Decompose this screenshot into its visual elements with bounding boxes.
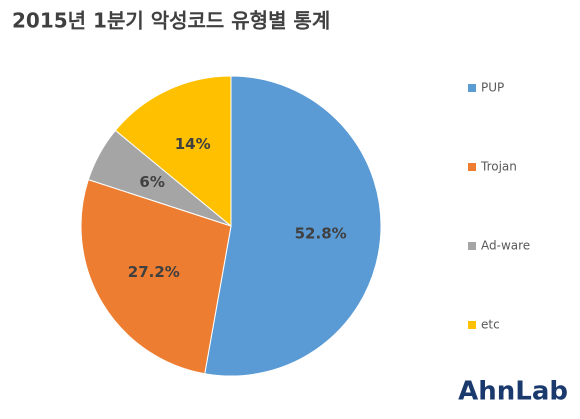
data-label: 6% [139, 173, 164, 191]
pie-slice [80, 179, 232, 375]
legend-label: Ad-ware [481, 239, 530, 253]
data-label: 27.2% [128, 263, 180, 281]
pie-slice [114, 75, 232, 228]
legend-label: Trojan [480, 160, 517, 174]
logo: AhnLab [458, 377, 568, 407]
legend-label: PUP [481, 81, 504, 95]
legend-swatch [468, 163, 476, 171]
chart-title: 2015년 1분기 악성코드 유형별 통계 [12, 9, 330, 33]
pie-slice [204, 75, 382, 377]
data-label: 52.8% [295, 224, 347, 242]
legend-label: etc [481, 318, 500, 332]
legend-swatch [468, 242, 476, 250]
data-label: 14% [175, 135, 211, 153]
legend-swatch [468, 321, 476, 329]
legend-swatch [468, 84, 476, 92]
